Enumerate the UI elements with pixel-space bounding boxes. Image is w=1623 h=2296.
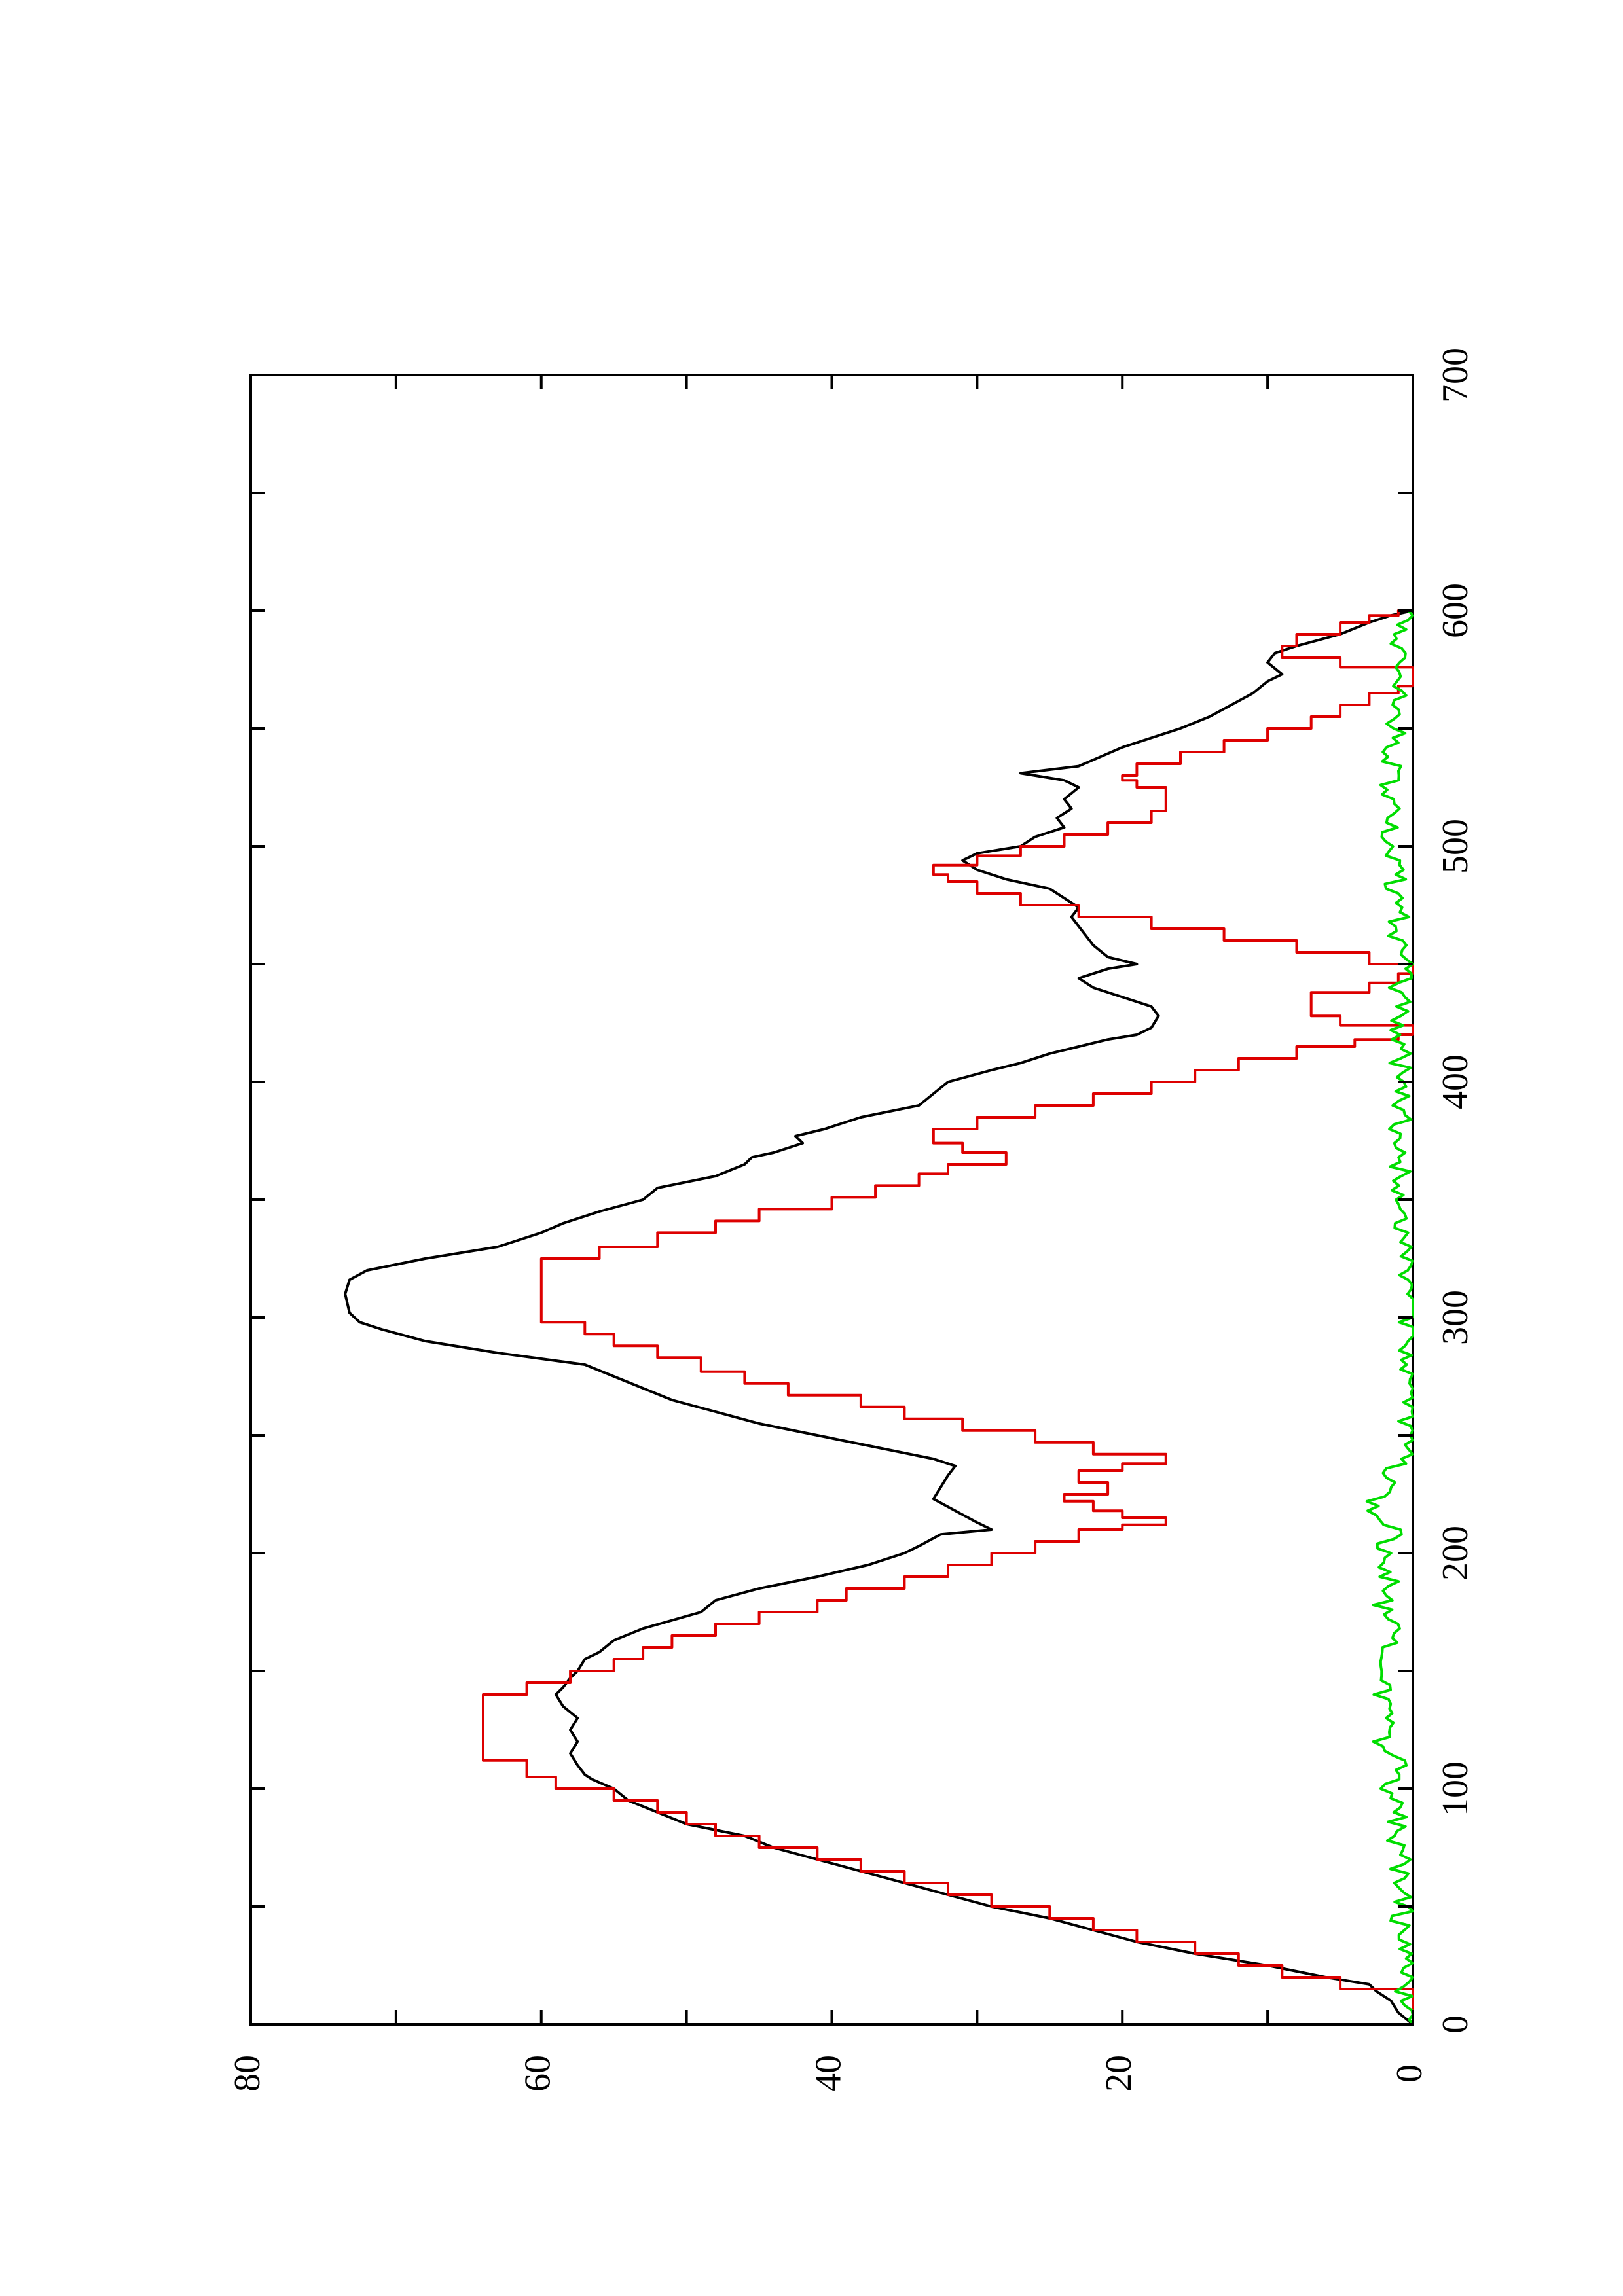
x-tick-label: 400	[1435, 1054, 1476, 1109]
series-line-0	[344, 609, 1414, 2026]
x-tick-label: 700	[1435, 348, 1476, 403]
series-line-1	[482, 609, 1414, 2024]
tick-labels: 0 100 200 300 400 500 600 700 0 20 40 60 80	[227, 348, 1476, 2092]
series-layer	[344, 609, 1414, 2026]
x-tick-label: 500	[1435, 819, 1476, 874]
y-tick-label: 40	[808, 2055, 848, 2092]
ticks-layer	[249, 374, 1414, 2026]
plot-area	[249, 374, 1414, 2026]
y-tick-label: 0	[1389, 2064, 1430, 2083]
x-tick-label: 100	[1435, 1761, 1476, 1816]
x-tick-label: 300	[1435, 1290, 1476, 1345]
y-tick-label: 20	[1099, 2055, 1139, 2092]
y-tick-label: 60	[518, 2055, 558, 2092]
x-tick-label: 200	[1435, 1526, 1476, 1581]
x-tick-label: 0	[1435, 2015, 1476, 2034]
x-tick-label: 600	[1435, 583, 1476, 638]
y-tick-label: 80	[227, 2055, 268, 2092]
